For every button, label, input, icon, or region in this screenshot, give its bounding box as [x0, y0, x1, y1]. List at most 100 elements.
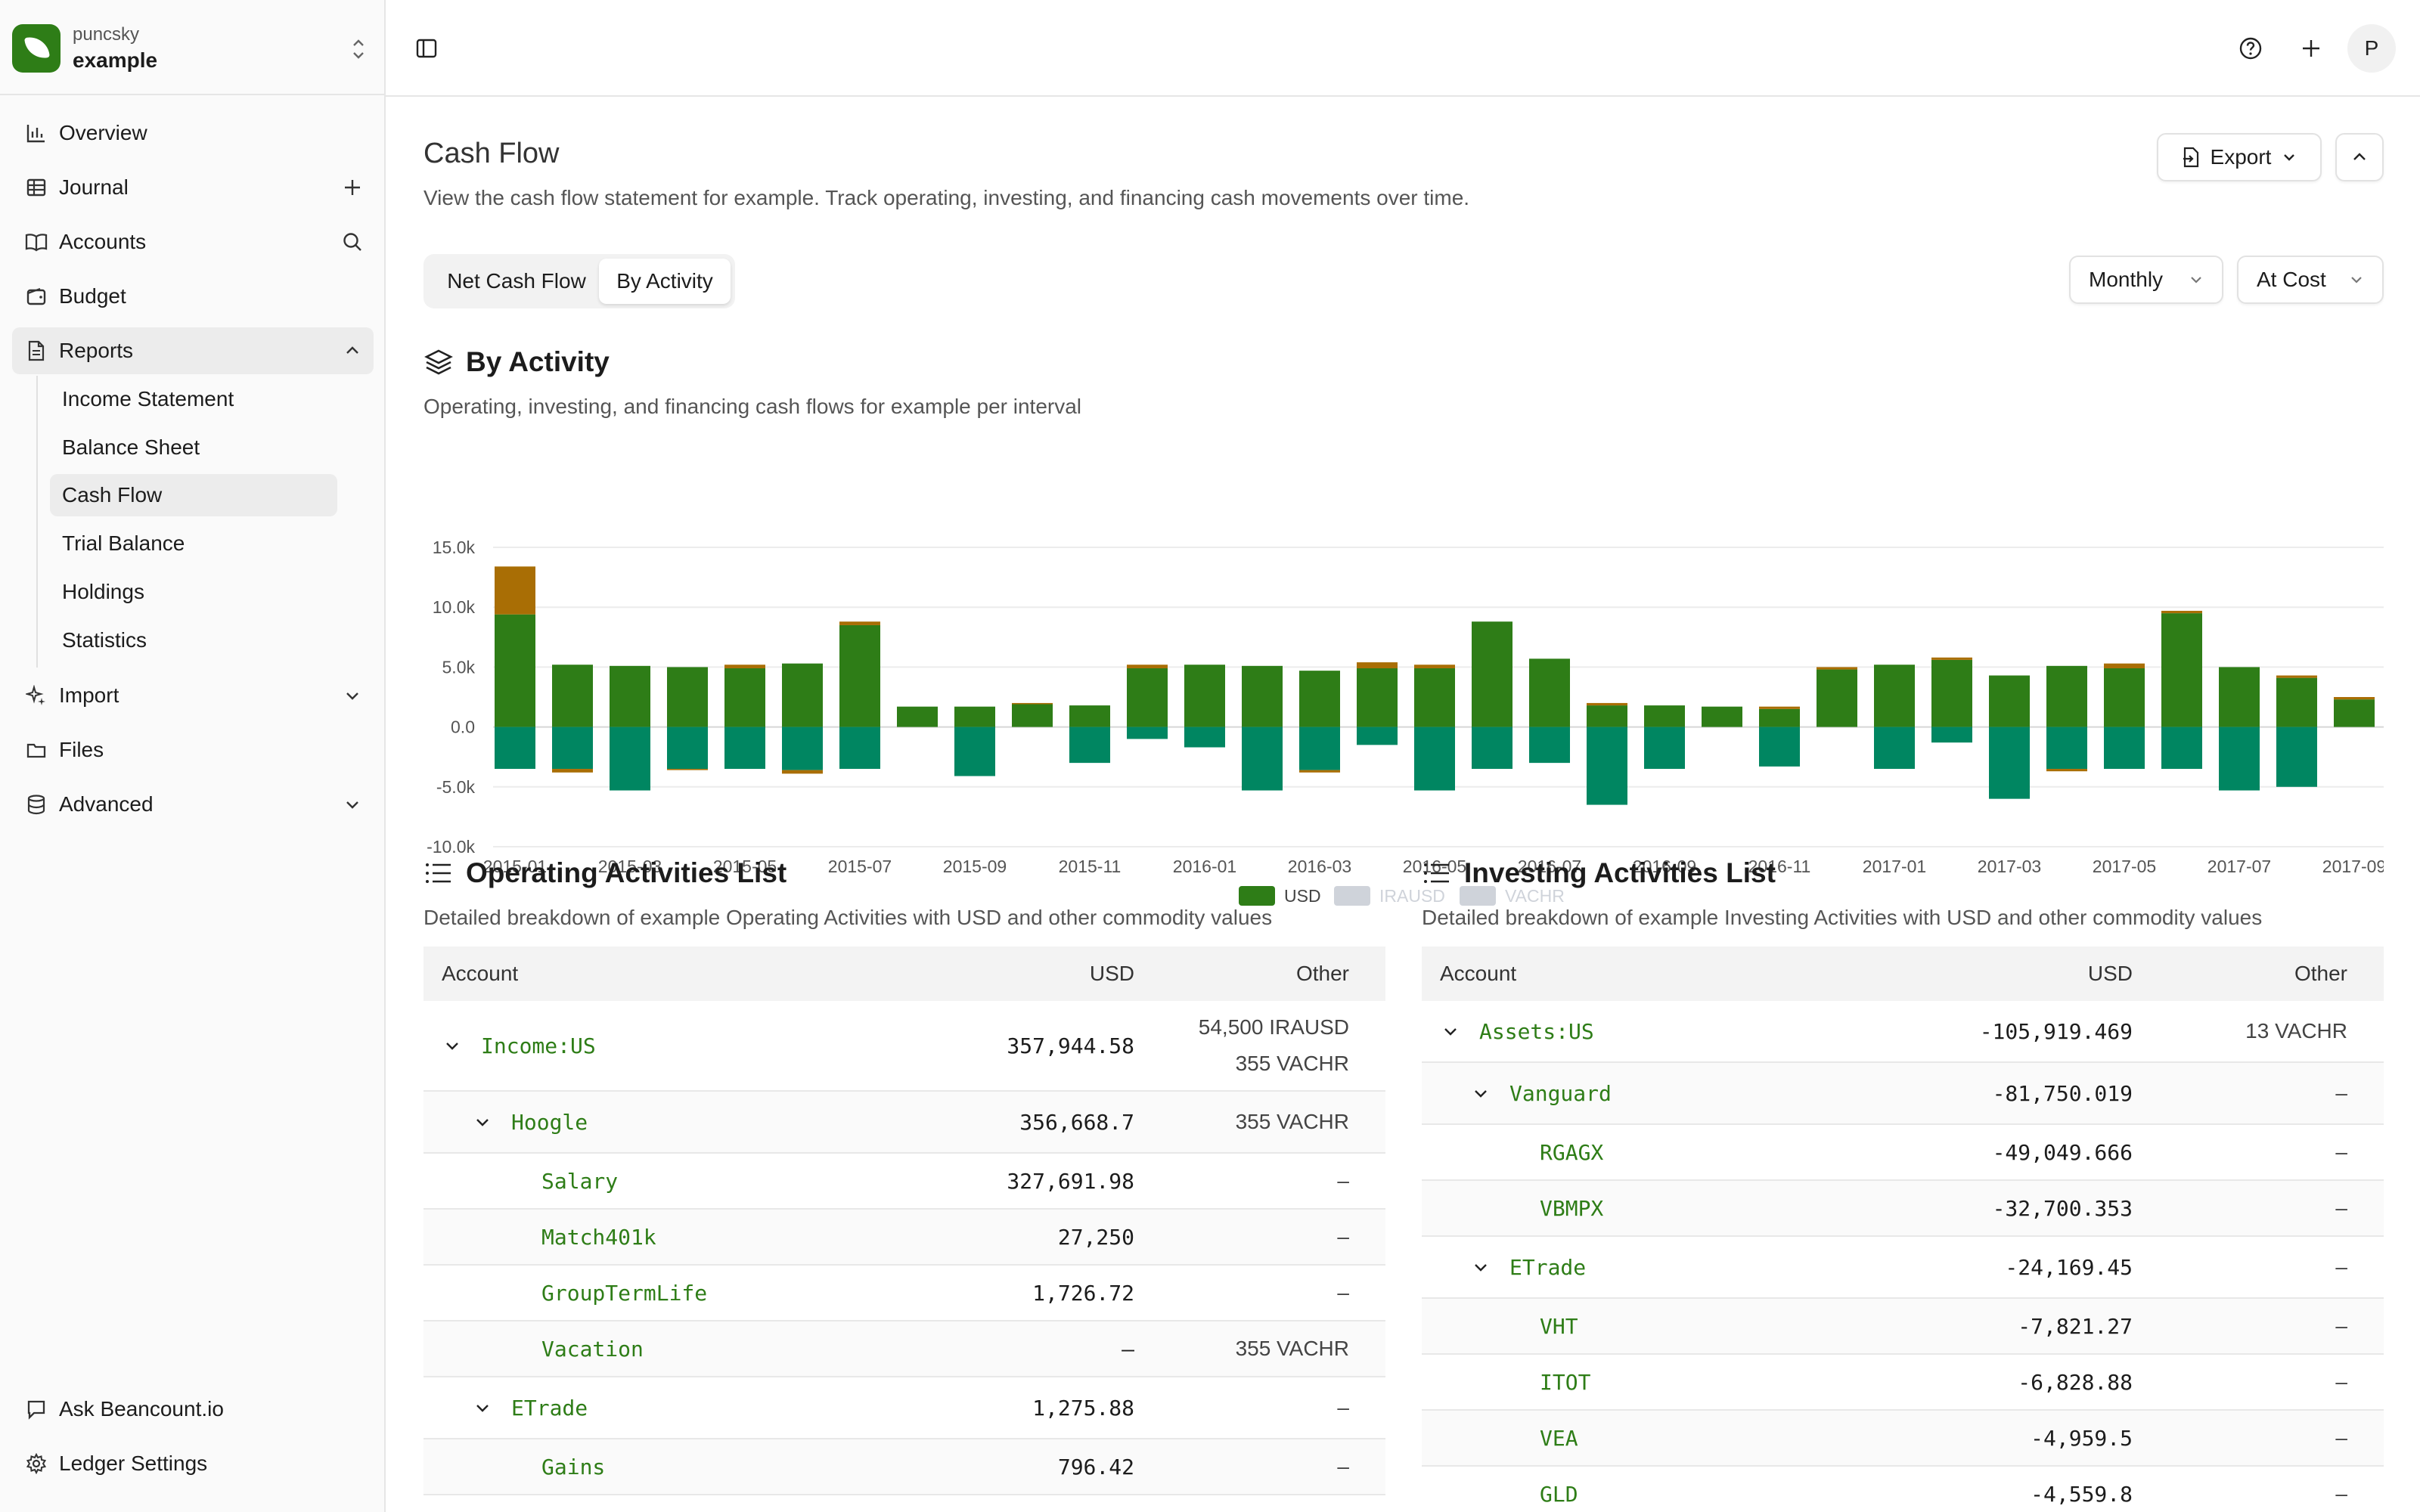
bar-investing-adjustment-2016-03[interactable] [1299, 770, 1340, 773]
bar-investing-2017-05[interactable] [2104, 727, 2145, 770]
bar-operating-2017-04[interactable] [2046, 665, 2087, 727]
sidebar-item-budget[interactable]: Budget [12, 273, 374, 320]
bar-financing-2017-09[interactable] [2334, 697, 2375, 700]
sidebar-subitem-statistics[interactable]: Statistics [50, 619, 337, 662]
account-name-link[interactable]: Assets:US [1479, 1018, 1594, 1044]
bar-operating-2017-07[interactable] [2219, 667, 2260, 727]
bar-investing-2015-11[interactable] [1069, 727, 1110, 764]
chevron-down-icon[interactable] [1470, 1083, 1491, 1104]
table-row[interactable]: GroupTermLife 1,726.72 – [424, 1266, 1385, 1321]
sidebar-item-files[interactable]: Files [12, 727, 374, 773]
bar-operating-2016-05[interactable] [1414, 668, 1455, 727]
bar-investing-2016-09[interactable] [1644, 727, 1685, 770]
bar-investing-2016-03[interactable] [1299, 727, 1340, 770]
table-row[interactable]: Income:US 357,944.58 54,500 IRAUSD 355 VACH… [424, 1001, 1385, 1092]
account-name-link[interactable]: Vacation [541, 1336, 644, 1362]
sidebar-item-overview[interactable]: Overview [12, 110, 374, 156]
chevron-down-icon[interactable] [472, 1397, 493, 1418]
chevron-down-icon[interactable] [340, 792, 365, 816]
sidebar-item-journal[interactable]: Journal [12, 164, 374, 211]
legend-item-usd[interactable]: USD [1239, 886, 1321, 906]
bar-financing-2017-06[interactable] [2161, 610, 2202, 614]
chevron-down-icon[interactable] [472, 1111, 493, 1132]
interval-select[interactable]: Monthly [2069, 256, 2223, 304]
bar-investing-2017-04[interactable] [2046, 727, 2087, 770]
bar-investing-2017-01[interactable] [1874, 727, 1915, 770]
sidebar-item-ask-beancount[interactable]: Ask Beancount.io [12, 1386, 374, 1433]
toggle-sidebar-icon[interactable] [402, 24, 451, 73]
add-plus-icon[interactable] [2287, 24, 2335, 73]
account-name-link[interactable]: GLD [1540, 1481, 1578, 1507]
bar-financing-2016-12[interactable] [1817, 667, 1857, 670]
bar-operating-2016-08[interactable] [1587, 705, 1627, 727]
account-name-link[interactable]: VEA [1540, 1425, 1578, 1451]
bar-operating-2016-07[interactable] [1529, 658, 1570, 727]
bar-financing-2016-05[interactable] [1414, 665, 1455, 668]
sidebar-subitem-income-statement[interactable]: Income Statement [50, 378, 337, 420]
bar-operating-2015-10[interactable] [1012, 704, 1053, 727]
account-name-link[interactable]: ETrade [511, 1395, 588, 1421]
account-name-link[interactable]: GroupTermLife [541, 1280, 708, 1306]
bar-operating-2015-03[interactable] [610, 665, 650, 727]
bar-investing-adjustment-2015-04[interactable] [667, 769, 708, 770]
account-name-link[interactable]: ETrade [1509, 1254, 1587, 1280]
bar-operating-2017-01[interactable] [1874, 665, 1915, 727]
bar-operating-2015-06[interactable] [782, 663, 823, 727]
bar-financing-2016-11[interactable] [1759, 706, 1800, 709]
bar-investing-2015-06[interactable] [782, 727, 823, 770]
table-row[interactable]: Assets:US -105,919.469 13 VACHR [1422, 1001, 2384, 1063]
account-name-link[interactable]: Vanguard [1509, 1080, 1612, 1106]
bar-operating-2017-09[interactable] [2334, 699, 2375, 727]
account-name-link[interactable]: ITOT [1540, 1369, 1591, 1395]
bar-financing-2015-01[interactable] [495, 566, 535, 615]
bar-operating-2016-01[interactable] [1184, 665, 1225, 727]
bar-investing-2017-03[interactable] [1989, 727, 2030, 799]
bar-investing-adjustment-2015-06[interactable] [782, 770, 823, 774]
bar-operating-2017-05[interactable] [2104, 668, 2145, 727]
table-row[interactable]: Salary 327,691.98 – [424, 1154, 1385, 1210]
workspace-switcher[interactable]: puncsky example [12, 17, 374, 80]
tab-by-activity[interactable]: By Activity [599, 259, 731, 304]
table-row[interactable]: RGAGX -49,049.666 – [1422, 1125, 2384, 1181]
collapse-button[interactable] [2335, 133, 2384, 181]
table-row[interactable]: VEA -4,959.5 – [1422, 1411, 2384, 1467]
bar-investing-2017-02[interactable] [1931, 727, 1972, 743]
bar-operating-2016-02[interactable] [1242, 665, 1283, 727]
sidebar-item-accounts[interactable]: Accounts [12, 218, 374, 265]
bar-investing-2016-07[interactable] [1529, 727, 1570, 764]
chevron-down-icon[interactable] [340, 683, 365, 708]
bar-investing-adjustment-2015-02[interactable] [552, 769, 593, 773]
bar-investing-2017-06[interactable] [2161, 727, 2202, 770]
add-entry-plus-icon[interactable] [340, 175, 365, 200]
bar-operating-2015-07[interactable] [839, 624, 880, 727]
bar-operating-2015-09[interactable] [954, 706, 995, 727]
bar-investing-2015-12[interactable] [1127, 727, 1168, 739]
bar-operating-2015-12[interactable] [1127, 668, 1168, 727]
bar-investing-2016-02[interactable] [1242, 727, 1283, 791]
bar-operating-2016-09[interactable] [1644, 705, 1685, 727]
table-row[interactable]: VHT -7,821.27 – [1422, 1299, 2384, 1355]
legend-item-vachr[interactable]: VACHR [1460, 886, 1565, 906]
bar-investing-2016-01[interactable] [1184, 727, 1225, 748]
bar-investing-2016-05[interactable] [1414, 727, 1455, 791]
bar-operating-2015-02[interactable] [552, 665, 593, 727]
table-row[interactable]: ETrade 1,275.88 – [424, 1377, 1385, 1439]
bar-operating-2015-04[interactable] [667, 667, 708, 727]
sidebar-subitem-balance-sheet[interactable]: Balance Sheet [50, 426, 337, 469]
tab-net-cash-flow[interactable]: Net Cash Flow [447, 269, 586, 293]
bar-operating-2016-06[interactable] [1472, 621, 1512, 727]
bar-financing-2017-08[interactable] [2276, 675, 2317, 678]
bar-investing-2016-11[interactable] [1759, 727, 1800, 767]
sidebar-subitem-trial-balance[interactable]: Trial Balance [50, 522, 337, 565]
account-name-link[interactable]: Salary [541, 1168, 619, 1194]
help-icon[interactable] [2226, 24, 2275, 73]
chevron-up-icon[interactable] [340, 339, 365, 363]
account-name-link[interactable]: Match401k [541, 1224, 656, 1250]
bar-operating-2015-11[interactable] [1069, 705, 1110, 727]
bar-investing-2015-03[interactable] [610, 727, 650, 791]
bar-investing-2015-07[interactable] [839, 727, 880, 770]
bar-operating-2017-02[interactable] [1931, 659, 1972, 727]
bar-operating-2016-03[interactable] [1299, 671, 1340, 727]
table-row[interactable]: Gains 796.42 – [424, 1439, 1385, 1495]
account-name-link[interactable]: VBMPX [1540, 1195, 1604, 1221]
